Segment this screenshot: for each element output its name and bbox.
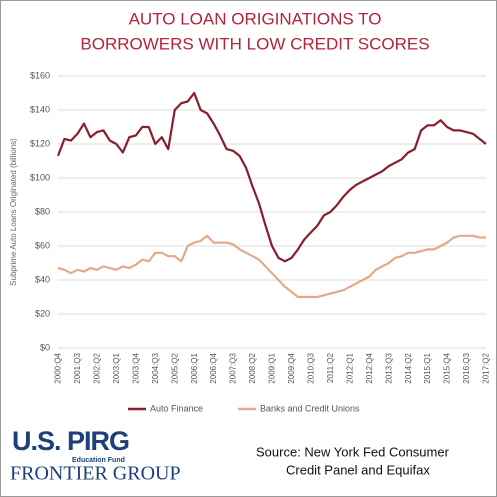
y-tick-label: $80 — [35, 206, 50, 216]
y-tick-label: $0 — [40, 342, 50, 352]
y-tick-label: $20 — [35, 308, 50, 318]
x-tick-label: 2000:Q4 — [54, 352, 63, 383]
x-tick-label: 2003:Q1 — [112, 352, 121, 383]
x-tick-label: 2001:Q3 — [73, 352, 82, 383]
y-tick-label: $60 — [35, 240, 50, 250]
x-tick-label: 2005:Q2 — [170, 352, 179, 383]
series-line — [56, 91, 487, 263]
y-tick-label: $120 — [30, 138, 50, 148]
x-tick-label: 2015:Q1 — [423, 352, 432, 383]
y-tick-label: $40 — [35, 274, 50, 284]
chart-title: BORROWERS WITH LOW CREDIT SCORES — [80, 34, 429, 53]
x-tick-label: 2014:Q2 — [404, 352, 413, 383]
x-tick-label: 2015:Q4 — [443, 352, 452, 383]
x-tick-label: 2002:Q2 — [93, 352, 102, 383]
y-tick-label: $160 — [30, 70, 50, 80]
source: Source: New York Fed Consumer — [256, 444, 450, 459]
logo-subtitle: Education Fund — [72, 457, 125, 464]
x-tick-label: 2012:Q4 — [365, 352, 374, 383]
x-tick-label: 2017:Q2 — [482, 352, 491, 383]
y-axis-label: Subprime Auto Loans Originated (billions… — [9, 138, 18, 286]
x-tick-label: 2009:Q4 — [287, 352, 296, 383]
legend-label: Auto Finance — [150, 403, 203, 413]
y-tick-label: $100 — [30, 172, 50, 182]
logo: FRONTIER GROUP — [10, 463, 181, 485]
source: Credit Panel and Equifax — [286, 462, 430, 477]
x-tick-label: 2013:Q3 — [384, 352, 393, 383]
x-tick-label: 2011:Q2 — [326, 352, 335, 383]
x-tick-label: 2008:Q2 — [248, 352, 257, 383]
legend-label: Banks and Credit Unions — [260, 403, 360, 413]
chart-title: AUTO LOAN ORIGINATIONS TO — [129, 9, 382, 28]
logo: U.S. PIRG — [12, 426, 129, 456]
x-tick-label: 2009:Q1 — [268, 352, 277, 383]
y-tick-label: $140 — [30, 104, 50, 114]
series-line — [57, 234, 486, 299]
x-tick-label: 2007:Q3 — [229, 352, 238, 383]
x-tick-label: 2016:Q3 — [462, 352, 471, 383]
x-tick-label: 2010:Q3 — [307, 352, 316, 383]
x-tick-label: 2006:Q1 — [190, 352, 199, 383]
x-tick-label: 2006:Q4 — [209, 352, 218, 383]
x-tick-label: 2004:Q3 — [151, 352, 160, 383]
x-tick-label: 2012:Q1 — [345, 352, 354, 383]
x-tick-label: 2003:Q4 — [131, 352, 140, 383]
